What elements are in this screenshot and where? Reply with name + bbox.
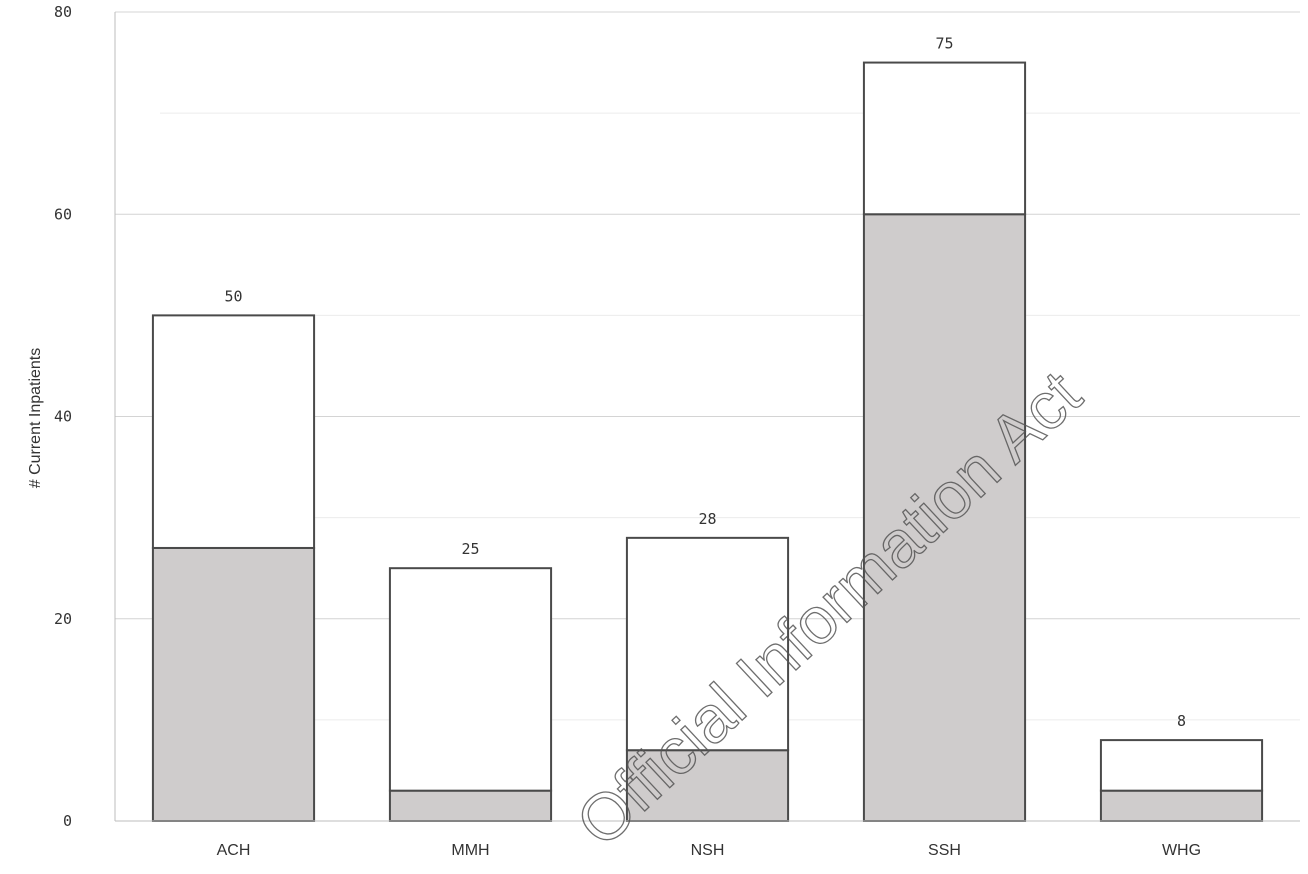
x-tick-label-whg: WHG — [1162, 842, 1201, 859]
total-label-whg: 8 — [1177, 712, 1186, 730]
total-label-ach: 50 — [224, 287, 242, 305]
x-tick-label-ach: ACH — [217, 842, 251, 859]
bar-segment-ssh-2 — [862, 61, 1027, 216]
y-tick-labels: 0 20 40 60 80 — [54, 3, 72, 830]
bar-segment-nsh-2 — [625, 536, 790, 752]
bar-segment-ach-2 — [151, 314, 316, 549]
x-tick-label-nsh: NSH — [691, 842, 725, 859]
y-tick-label: 40 — [54, 408, 72, 426]
axes — [114, 12, 1300, 822]
total-label-nsh: 28 — [698, 510, 716, 528]
total-label-ssh: 75 — [935, 35, 953, 53]
bars — [151, 61, 1264, 823]
x-tick-label-ssh: SSH — [928, 842, 961, 859]
bar-segment-mmh-2 — [388, 567, 553, 792]
y-tick-label: 80 — [54, 3, 72, 21]
bar-segment-mmh-1 — [388, 789, 553, 822]
y-tick-label: 60 — [54, 205, 72, 223]
bar-segment-whg-2 — [1099, 739, 1264, 792]
data-labels: 50 25 28 75 8 — [224, 35, 1186, 731]
bar-segment-whg-1 — [1099, 789, 1264, 822]
total-label-mmh: 25 — [461, 540, 479, 558]
y-tick-label: 0 — [63, 812, 72, 830]
x-tick-label-mmh: MMH — [451, 842, 489, 859]
x-tick-labels: ACH MMH NSH SSH WHG — [217, 842, 1201, 859]
y-axis-title: # Current Inpatients — [27, 348, 44, 489]
bar-segment-nsh-1 — [625, 749, 790, 823]
bar-segment-ach-1 — [151, 546, 316, 823]
y-tick-label: 20 — [54, 610, 72, 628]
